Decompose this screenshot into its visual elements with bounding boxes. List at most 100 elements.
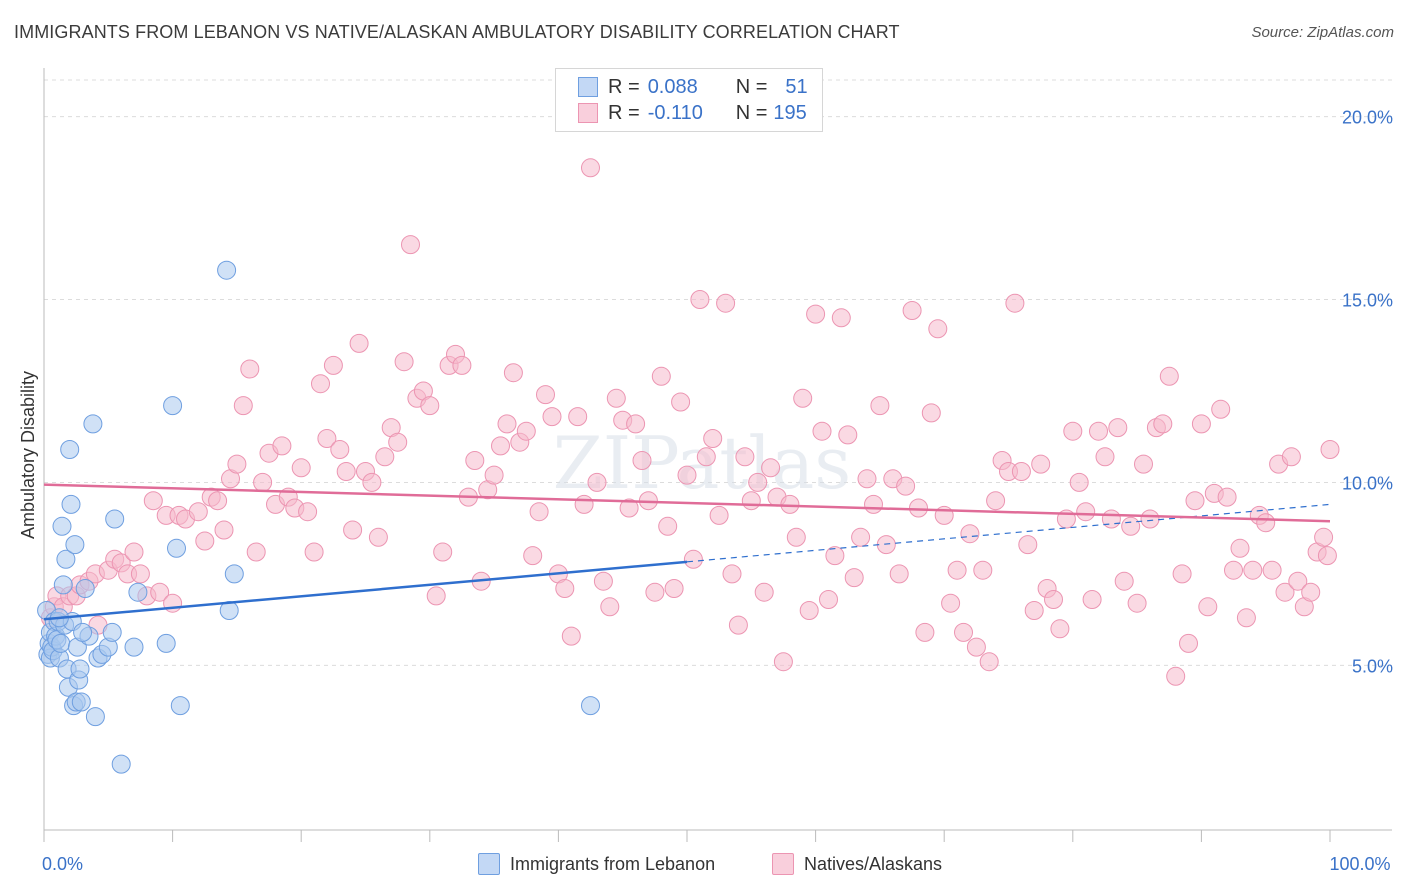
r-label: R = xyxy=(608,75,640,98)
source-label: Source: ZipAtlas.com xyxy=(1251,24,1394,41)
natives-point xyxy=(671,392,691,412)
lebanon-point xyxy=(53,575,73,595)
natives-point xyxy=(523,546,543,566)
stats-legend: R = 0.088 N = 51 R = -0.110 N = 195 xyxy=(555,68,823,132)
natives-point xyxy=(291,458,311,478)
natives-point xyxy=(1063,421,1083,441)
natives-point xyxy=(696,447,716,467)
natives-point xyxy=(812,421,832,441)
natives-point xyxy=(1243,560,1263,580)
n-value: 195 xyxy=(773,101,807,124)
lebanon-point xyxy=(111,754,131,774)
natives-point xyxy=(1314,527,1334,547)
natives-point xyxy=(1211,399,1231,419)
natives-point xyxy=(1172,564,1192,584)
natives-point xyxy=(1082,590,1102,609)
natives-point xyxy=(799,601,819,620)
natives-point xyxy=(1166,666,1186,686)
natives-point xyxy=(388,432,408,452)
r-value: -0.110 xyxy=(647,101,703,124)
natives-point xyxy=(124,542,144,562)
natives-point xyxy=(1121,516,1141,536)
natives-point xyxy=(362,472,382,492)
lebanon-point xyxy=(163,396,183,416)
natives-point xyxy=(909,498,928,518)
natives-point xyxy=(626,414,646,434)
natives-point xyxy=(921,403,941,423)
natives-point xyxy=(1069,472,1089,492)
natives-point xyxy=(555,579,575,598)
natives-point xyxy=(619,498,639,518)
natives-point xyxy=(664,579,684,598)
y-axis-label: Ambulatory Disability xyxy=(18,371,38,539)
lebanon-point xyxy=(124,637,144,657)
lebanon-point xyxy=(128,582,148,602)
lebanon-point xyxy=(71,692,91,712)
natives-point xyxy=(561,626,581,646)
natives-point xyxy=(606,388,626,408)
natives-point xyxy=(1159,366,1179,386)
natives-point xyxy=(1236,608,1256,628)
natives-point xyxy=(349,333,369,353)
natives-point xyxy=(150,582,170,602)
x-tick-label: 0.0% xyxy=(42,854,83,874)
natives-point xyxy=(195,531,215,551)
natives-point xyxy=(870,396,890,416)
lebanon-point xyxy=(70,659,90,679)
lebanon-point xyxy=(51,633,71,653)
natives-point xyxy=(1288,571,1308,591)
natives-point xyxy=(336,462,356,481)
natives-point xyxy=(1256,513,1276,533)
natives-point xyxy=(1140,509,1160,529)
lebanon-point xyxy=(75,579,95,598)
lebanon-trendline-extension xyxy=(686,503,1331,563)
n-label: N = xyxy=(735,101,768,124)
natives-point xyxy=(658,516,678,536)
natives-point xyxy=(966,637,986,657)
natives-point xyxy=(819,590,838,609)
stats-row-natives: R = -0.110 N = 195 xyxy=(578,100,807,126)
natives-point xyxy=(188,502,208,522)
lebanon-point xyxy=(167,538,186,558)
natives-point xyxy=(1108,418,1128,438)
natives-point xyxy=(728,615,748,635)
natives-point xyxy=(690,290,710,309)
natives-point xyxy=(1005,293,1025,313)
lebanon-point xyxy=(61,494,81,514)
natives-point xyxy=(1198,597,1218,617)
natives-point xyxy=(593,571,613,591)
natives-point xyxy=(574,494,594,514)
lebanon-point xyxy=(224,564,244,584)
natives-point xyxy=(941,593,961,613)
natives-point xyxy=(1011,462,1031,481)
legend-item-lebanon[interactable]: Immigrants from Lebanon xyxy=(478,852,715,876)
natives-point xyxy=(844,568,864,588)
natives-point xyxy=(401,235,420,255)
natives-point xyxy=(1018,535,1038,555)
lebanon-point xyxy=(156,633,176,653)
natives-point xyxy=(1089,421,1108,441)
natives-point xyxy=(1275,582,1295,602)
natives-point xyxy=(1050,619,1070,639)
natives-point xyxy=(1153,414,1173,434)
natives-point xyxy=(208,491,228,511)
natives-point xyxy=(1320,440,1340,459)
legend-label: Natives/Alaskans xyxy=(804,853,943,874)
legend-item-natives[interactable]: Natives/Alaskans xyxy=(772,852,942,876)
natives-point xyxy=(979,652,999,672)
natives-point xyxy=(426,586,446,606)
natives-point xyxy=(1044,590,1063,609)
natives-point xyxy=(716,293,736,313)
natives-point xyxy=(947,560,967,580)
lebanon-point xyxy=(170,696,190,716)
natives-point xyxy=(973,560,993,580)
pink-swatch xyxy=(772,853,794,875)
natives-point xyxy=(1230,538,1250,558)
natives-point xyxy=(1185,491,1205,511)
natives-point xyxy=(722,564,742,584)
natives-point xyxy=(227,454,247,474)
natives-point xyxy=(420,396,440,416)
natives-point xyxy=(240,359,260,379)
natives-trendline xyxy=(43,483,1331,523)
